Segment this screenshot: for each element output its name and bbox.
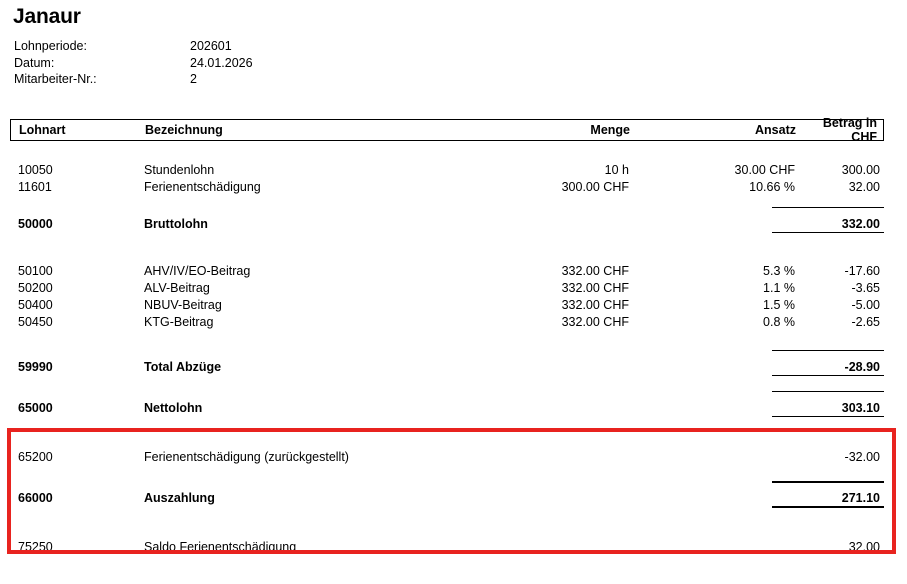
- cell-bezeichnung: Stundenlohn: [144, 162, 215, 177]
- table-row: 50200 ALV-Beitrag 332.00 CHF 1.1 % -3.65: [10, 279, 884, 296]
- cell-bezeichnung: Ferienentschädigung: [144, 179, 261, 194]
- cell-lohnart: 50200: [18, 280, 53, 295]
- meta-row-lohnperiode: Lohnperiode: 202601: [14, 38, 253, 55]
- cell-menge: 332.00 CHF: [561, 280, 629, 295]
- table-header-row: Lohnart Bezeichnung Menge Ansatz Betrag …: [11, 116, 883, 144]
- cell-menge: 332.00 CHF: [561, 297, 629, 312]
- payout-rule-bottom: [772, 506, 884, 508]
- cell-ansatz: 1.1 %: [763, 280, 795, 295]
- cell-betrag: -32.00: [844, 449, 880, 464]
- payout-rule-top: [772, 481, 884, 483]
- subtotal-rule-bottom: [772, 375, 884, 376]
- cell-ansatz: 5.3 %: [763, 263, 795, 278]
- column-header-lohnart: Lohnart: [19, 122, 66, 137]
- cell-betrag: -17.60: [844, 263, 880, 278]
- cell-bezeichnung: Total Abzüge: [144, 359, 222, 374]
- cell-lohnart: 50400: [18, 297, 53, 312]
- cell-bezeichnung: KTG-Beitrag: [144, 314, 214, 329]
- meta-row-datum: Datum: 24.01.2026: [14, 55, 253, 72]
- cell-ansatz: 0.8 %: [763, 314, 795, 329]
- cell-lohnart: 50100: [18, 263, 53, 278]
- meta-label-mitarbeiter-nr: Mitarbeiter-Nr.:: [14, 72, 97, 86]
- cell-ansatz: 10.66 %: [749, 179, 795, 194]
- table-row: 50400 NBUV-Beitrag 332.00 CHF 1.5 % -5.0…: [10, 296, 884, 313]
- cell-betrag: -5.00: [851, 297, 881, 312]
- cell-bezeichnung: Ferienentschädigung (zurückgestellt): [144, 449, 349, 464]
- subtotal-rule-top: [772, 207, 884, 208]
- cell-ansatz: 30.00 CHF: [734, 162, 795, 177]
- cell-lohnart: 75250: [18, 539, 53, 554]
- column-header-bezeichnung: Bezeichnung: [145, 122, 223, 137]
- meta-value-datum: 24.01.2026: [190, 55, 253, 70]
- table-row: 75250 Saldo Ferienentschädigung 32.00: [10, 538, 884, 555]
- table-row-total: 59990 Total Abzüge -28.90: [10, 358, 884, 375]
- cell-betrag: -3.65: [851, 280, 881, 295]
- cell-lohnart: 11601: [18, 179, 52, 194]
- cell-betrag: 300.00: [841, 162, 880, 177]
- cell-menge: 10 h: [604, 162, 629, 177]
- cell-bezeichnung: ALV-Beitrag: [144, 280, 210, 295]
- cell-betrag: 332.00: [841, 216, 880, 231]
- cell-lohnart: 50450: [18, 314, 53, 329]
- table-header: Lohnart Bezeichnung Menge Ansatz Betrag …: [10, 116, 884, 144]
- cell-bezeichnung: AHV/IV/EO-Beitrag: [144, 263, 251, 278]
- table-row: 10050 Stundenlohn 10 h 30.00 CHF 300.00: [10, 161, 884, 178]
- cell-betrag: -2.65: [851, 314, 881, 329]
- cell-lohnart: 10050: [18, 162, 53, 177]
- column-header-betrag: Betrag in CHF: [822, 115, 877, 144]
- cell-menge: 332.00 CHF: [561, 263, 629, 278]
- cell-menge: 332.00 CHF: [561, 314, 629, 329]
- table-row-payout: 66000 Auszahlung 271.10: [10, 489, 884, 506]
- meta-value-lohnperiode: 202601: [190, 39, 232, 53]
- meta-label-datum: Datum:: [14, 55, 55, 70]
- cell-betrag: 271.10: [841, 490, 880, 505]
- table-row: 65200 Ferienentschädigung (zurückgestell…: [10, 448, 884, 465]
- meta-row-mitarbeiter-nr: Mitarbeiter-Nr.: 2: [14, 71, 253, 88]
- cell-betrag: 32.00: [848, 539, 880, 554]
- cell-lohnart: 66000: [18, 490, 53, 505]
- cell-betrag: 32.00: [848, 179, 880, 194]
- meta-label-lohnperiode: Lohnperiode:: [14, 39, 87, 53]
- cell-lohnart: 50000: [18, 216, 53, 231]
- wage-table: Lohnart Bezeichnung Menge Ansatz Betrag …: [10, 116, 884, 555]
- cell-bezeichnung: Bruttolohn: [144, 216, 208, 231]
- column-header-ansatz: Ansatz: [755, 122, 796, 137]
- cell-menge: 300.00 CHF: [561, 179, 629, 194]
- cell-bezeichnung: Auszahlung: [144, 490, 215, 505]
- table-row: 50100 AHV/IV/EO-Beitrag 332.00 CHF 5.3 %…: [10, 262, 884, 279]
- meta-value-mitarbeiter-nr: 2: [190, 72, 197, 86]
- table-body: 10050 Stundenlohn 10 h 30.00 CHF 300.00 …: [10, 141, 884, 555]
- cell-lohnart: 59990: [18, 359, 53, 374]
- cell-betrag: 303.10: [841, 400, 880, 415]
- cell-betrag: -28.90: [844, 359, 880, 374]
- table-row: 50450 KTG-Beitrag 332.00 CHF 0.8 % -2.65: [10, 313, 884, 330]
- cell-lohnart: 65200: [18, 449, 53, 464]
- page-title: Janaur: [13, 5, 81, 28]
- payslip-meta: Lohnperiode: 202601 Datum: 24.01.2026 Mi…: [14, 38, 253, 88]
- column-header-menge: Menge: [590, 122, 630, 137]
- cell-ansatz: 1.5 %: [763, 297, 795, 312]
- table-row-total: 65000 Nettolohn 303.10: [10, 399, 884, 416]
- table-row: 11601 Ferienentschädigung 300.00 CHF 10.…: [10, 178, 884, 195]
- subtotal-rule-bottom: [772, 232, 884, 233]
- subtotal-rule-top: [772, 350, 884, 351]
- table-row-total: 50000 Bruttolohn 332.00: [10, 215, 884, 232]
- cell-bezeichnung: Nettolohn: [144, 400, 203, 415]
- subtotal-rule-bottom: [772, 416, 884, 417]
- cell-bezeichnung: NBUV-Beitrag: [144, 297, 222, 312]
- subtotal-rule-top: [772, 391, 884, 392]
- cell-bezeichnung: Saldo Ferienentschädigung: [144, 539, 297, 554]
- cell-lohnart: 65000: [18, 400, 53, 415]
